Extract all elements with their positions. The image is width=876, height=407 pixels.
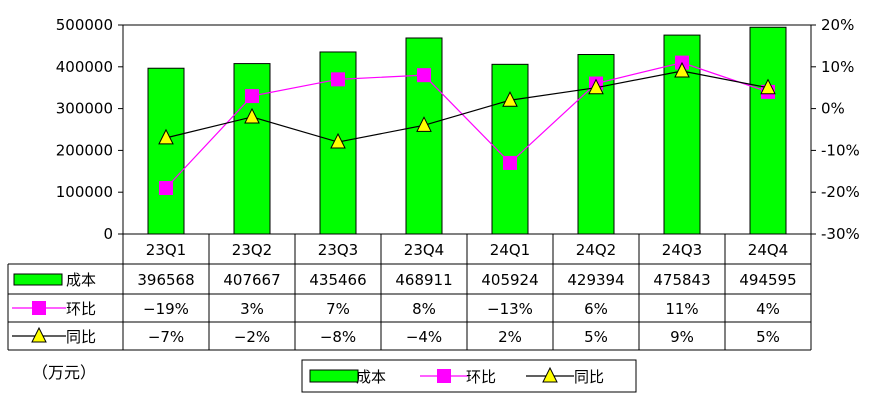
point-square-marker xyxy=(245,89,259,104)
left-tick-label: 400000 xyxy=(56,58,113,76)
data-cell: −7% xyxy=(148,328,184,346)
data-cell: 5% xyxy=(584,328,608,346)
left-tick-label: 0 xyxy=(103,225,113,243)
data-cell: 407667 xyxy=(223,271,280,289)
data-cell: 429394 xyxy=(567,271,624,289)
data-cell: 6% xyxy=(584,300,608,318)
data-cell: 475843 xyxy=(653,271,710,289)
data-cell: 468911 xyxy=(395,271,452,289)
left-y-axis: 500000 400000 300000 200000 100000 0 xyxy=(56,16,123,243)
category-label: 23Q3 xyxy=(318,241,358,259)
right-y-axis: 20% 10% 0% -10% -20% -30% xyxy=(811,16,860,243)
legend-key-square-marker xyxy=(437,369,451,383)
bar-24Q1 xyxy=(491,63,529,235)
data-cell: 3% xyxy=(240,300,264,318)
series-line xyxy=(165,61,769,189)
data-cell: 8% xyxy=(412,300,436,318)
row-key-square-marker xyxy=(32,301,46,315)
category-label: 24Q1 xyxy=(490,241,530,259)
right-tick-label: -30% xyxy=(821,225,860,243)
data-cell: 435466 xyxy=(309,271,366,289)
left-tick-label: 300000 xyxy=(56,100,113,118)
point-triangle-marker xyxy=(760,78,776,95)
series-line xyxy=(165,70,769,143)
row-key-triangle-marker xyxy=(31,326,47,343)
point-triangle-marker xyxy=(674,61,690,78)
data-cell: 11% xyxy=(665,300,698,318)
line-series xyxy=(158,55,776,196)
category-label: 24Q3 xyxy=(662,241,702,259)
data-cell: 9% xyxy=(670,328,694,346)
bar-23Q1 xyxy=(147,67,185,235)
point-triangle-marker xyxy=(588,78,604,95)
row-key-bar xyxy=(13,273,63,286)
data-cell: 494595 xyxy=(739,271,796,289)
category-label: 24Q4 xyxy=(748,241,788,259)
point-square-marker xyxy=(331,72,345,87)
right-tick-label: 20% xyxy=(821,16,854,34)
data-cell: 7% xyxy=(326,300,350,318)
point-triangle-marker xyxy=(158,128,174,145)
data-cell: −8% xyxy=(320,328,356,346)
legend-label: 成本 xyxy=(356,368,386,386)
point-triangle-marker xyxy=(330,132,346,149)
data-cell: 405924 xyxy=(481,271,538,289)
row-header-label: 同比 xyxy=(66,328,96,346)
point-triangle-marker xyxy=(502,91,518,107)
right-tick-label: -20% xyxy=(821,183,860,201)
data-cell: 4% xyxy=(756,300,780,318)
data-cell: 396568 xyxy=(137,271,194,289)
point-square-marker xyxy=(417,68,431,83)
right-tick-label: 10% xyxy=(821,58,854,76)
row-header-label: 成本 xyxy=(66,271,96,289)
plot-frame xyxy=(122,24,812,235)
data-cell: −2% xyxy=(234,328,270,346)
category-label: 23Q2 xyxy=(232,241,272,259)
point-square-marker xyxy=(159,181,173,196)
left-tick-label: 500000 xyxy=(56,16,113,34)
row-header-label: 环比 xyxy=(66,300,96,318)
right-tick-label: 0% xyxy=(821,100,845,118)
point-triangle-marker xyxy=(416,116,432,132)
legend-key-triangle-marker xyxy=(542,366,558,383)
legend: 成本 环比 同比 xyxy=(301,359,637,393)
legend-label: 同比 xyxy=(574,368,604,386)
bar-23Q4 xyxy=(405,37,443,235)
bar-24Q4 xyxy=(749,26,787,235)
line-series-yoy xyxy=(158,61,776,149)
legend-label: 环比 xyxy=(466,368,496,386)
data-table: 23Q1 23Q2 23Q3 23Q4 24Q1 24Q2 24Q3 24Q4 成本 396568… xyxy=(7,233,812,351)
right-tick-label: -10% xyxy=(821,141,860,159)
left-tick-label: 100000 xyxy=(56,183,113,201)
data-cell: −13% xyxy=(487,300,533,318)
point-square-marker xyxy=(503,155,517,170)
data-cell: −19% xyxy=(143,300,189,318)
category-label: 23Q1 xyxy=(146,241,186,259)
category-label: 24Q2 xyxy=(576,241,616,259)
left-tick-label: 200000 xyxy=(56,141,113,159)
data-cell: 5% xyxy=(756,328,780,346)
legend-key-bar xyxy=(309,369,359,383)
unit-label: （万元） xyxy=(32,363,96,382)
point-triangle-marker xyxy=(244,107,260,124)
category-label: 23Q4 xyxy=(404,241,444,259)
bar-series-cost xyxy=(147,26,787,235)
data-cell: 2% xyxy=(498,328,522,346)
plot-area xyxy=(122,24,812,235)
data-cell: −4% xyxy=(406,328,442,346)
